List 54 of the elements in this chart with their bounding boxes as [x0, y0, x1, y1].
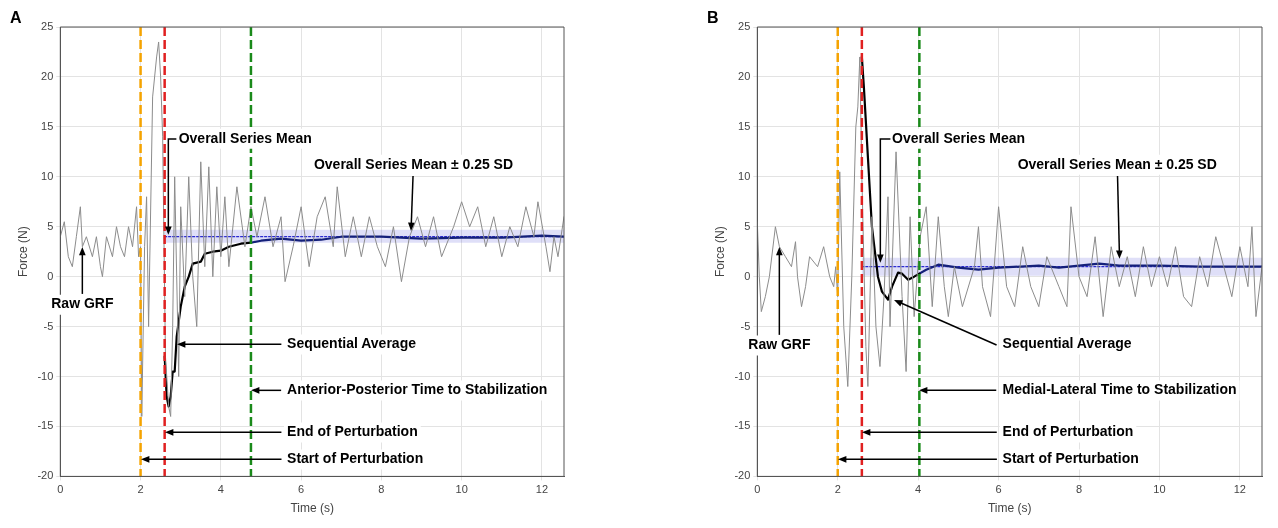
- x-tick-label: 6: [995, 483, 1002, 496]
- x-tick-label: 8: [1075, 483, 1083, 496]
- x-tick-label: 12: [535, 483, 549, 496]
- y-tick-label: 10: [738, 169, 751, 182]
- y-tick-label: -20: [734, 469, 751, 482]
- annotation: Raw GRF: [748, 336, 811, 353]
- y-tick-label: 0: [47, 269, 54, 282]
- x-tick-label: 10: [1153, 483, 1166, 496]
- annotation: Start of Perturbation: [1002, 450, 1139, 467]
- x-tick-label: 6: [298, 483, 305, 496]
- annotation: End of Perturbation: [287, 423, 418, 440]
- y-tick-label: -5: [740, 319, 751, 332]
- y-tick-label: 20: [41, 69, 54, 82]
- y-tick-label: 25: [41, 20, 54, 33]
- y-tick-label: -15: [37, 419, 54, 432]
- y-tick-label: 5: [47, 219, 54, 232]
- y-tick-label: -10: [37, 369, 54, 382]
- annotation: End of Perturbation: [1002, 423, 1134, 440]
- y-tick-label: 20: [738, 69, 751, 82]
- y-tick-label: -15: [734, 419, 751, 432]
- annotation: Sequential Average: [287, 335, 417, 352]
- annotation: Overall Series Mean: [178, 129, 312, 146]
- y-tick-label: 15: [738, 119, 751, 132]
- x-tick-label: 2: [137, 483, 144, 496]
- annotation: Medial-Lateral Time to Stabilization: [1002, 381, 1237, 398]
- y-tick-label: 0: [744, 269, 751, 282]
- x-tick-label: 12: [1233, 483, 1247, 496]
- annotation: Overall Series Mean ± 0.25 SD: [1017, 155, 1217, 172]
- x-tick-label: 8: [378, 483, 385, 496]
- y-axis-title: Force (N): [712, 226, 727, 278]
- x-tick-label: 0: [754, 483, 761, 496]
- x-tick-label: 2: [834, 483, 841, 496]
- y-tick-label: 25: [738, 20, 751, 33]
- annotation: Raw GRF: [51, 295, 114, 312]
- annotation: Overall Series Mean: [892, 129, 1026, 146]
- annotation: Start of Perturbation: [287, 450, 424, 467]
- y-tick-label: -5: [43, 319, 54, 332]
- chart-title: B: [707, 9, 719, 26]
- chart-title: A: [10, 9, 22, 26]
- x-tick-label: 0: [57, 483, 64, 496]
- x-tick-label: 4: [915, 483, 922, 496]
- x-axis-title: Time (s): [290, 501, 334, 516]
- annotation: Overall Series Mean ± 0.25 SD: [313, 155, 514, 172]
- y-axis-title: Force (N): [15, 226, 30, 278]
- x-tick-label: 4: [217, 483, 224, 496]
- y-tick-label: 5: [744, 219, 751, 232]
- y-tick-label: -20: [37, 469, 54, 482]
- y-tick-label: -10: [734, 369, 751, 382]
- annotation: Anterior-Posterior Time to Stabilization: [287, 381, 548, 398]
- x-axis-title: Time (s): [987, 501, 1032, 516]
- y-tick-label: 10: [41, 169, 54, 182]
- annotation: Sequential Average: [1002, 335, 1132, 352]
- x-tick-label: 10: [455, 483, 468, 496]
- y-tick-label: 15: [41, 119, 54, 132]
